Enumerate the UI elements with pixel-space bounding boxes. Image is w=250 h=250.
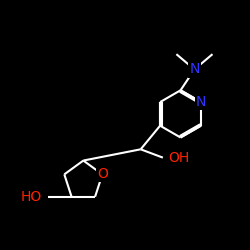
Text: HO: HO xyxy=(20,190,42,204)
Text: O: O xyxy=(97,168,108,181)
Text: OH: OH xyxy=(168,151,189,165)
Text: N: N xyxy=(196,95,206,109)
Text: N: N xyxy=(189,62,200,76)
